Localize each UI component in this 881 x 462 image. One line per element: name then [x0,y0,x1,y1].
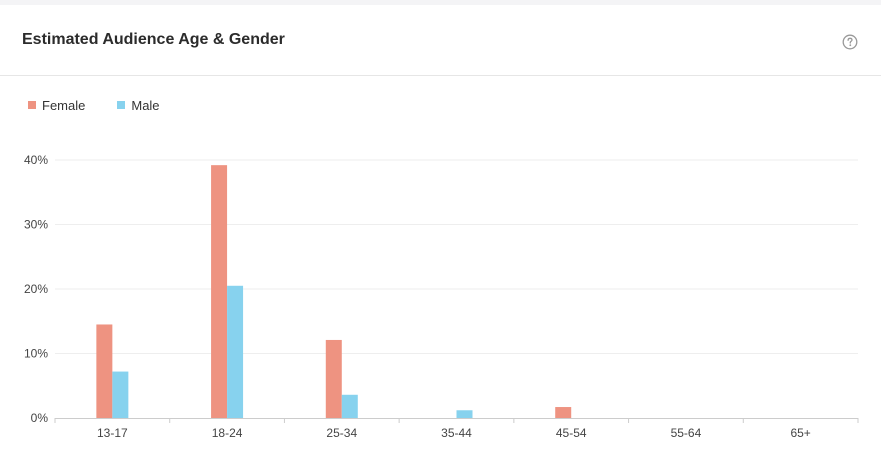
y-tick-label: 20% [24,282,48,296]
question-circle-icon[interactable] [842,34,858,50]
bar-male-13-17 [112,371,129,418]
x-tick-label: 45-54 [556,426,587,440]
x-tick-label: 25-34 [326,426,357,440]
y-tick-label: 0% [31,411,49,425]
bar-female-45-54 [555,407,572,418]
legend-swatch-female [28,101,36,109]
legend-item-female[interactable]: Female [28,98,85,113]
legend-label-male: Male [131,97,160,113]
x-tick-label: 65+ [790,426,810,440]
legend-swatch-male [117,101,126,109]
bar-female-13-17 [96,324,113,418]
x-tick-label: 35-44 [441,426,472,440]
bar-female-18-24 [211,165,228,418]
card-header: Estimated Audience Age & Gender [0,5,881,76]
chart-legend: Female Male [28,97,192,113]
legend-item-male[interactable]: Male [117,97,160,113]
bar-male-25-34 [341,394,358,418]
y-tick-label: 40% [24,153,48,167]
chart-title: Estimated Audience Age & Gender [22,31,285,48]
x-tick-label: 55-64 [671,426,702,440]
x-tick-label: 18-24 [212,426,243,440]
y-tick-label: 30% [24,218,48,232]
y-tick-label: 10% [24,347,48,361]
bar-female-25-34 [325,339,342,418]
bar-male-35-44 [456,410,473,418]
legend-label-female: Female [42,97,86,113]
bar-male-18-24 [227,285,244,418]
x-tick-label: 13-17 [97,426,128,440]
chart-card: Estimated Audience Age & Gender [0,5,881,462]
